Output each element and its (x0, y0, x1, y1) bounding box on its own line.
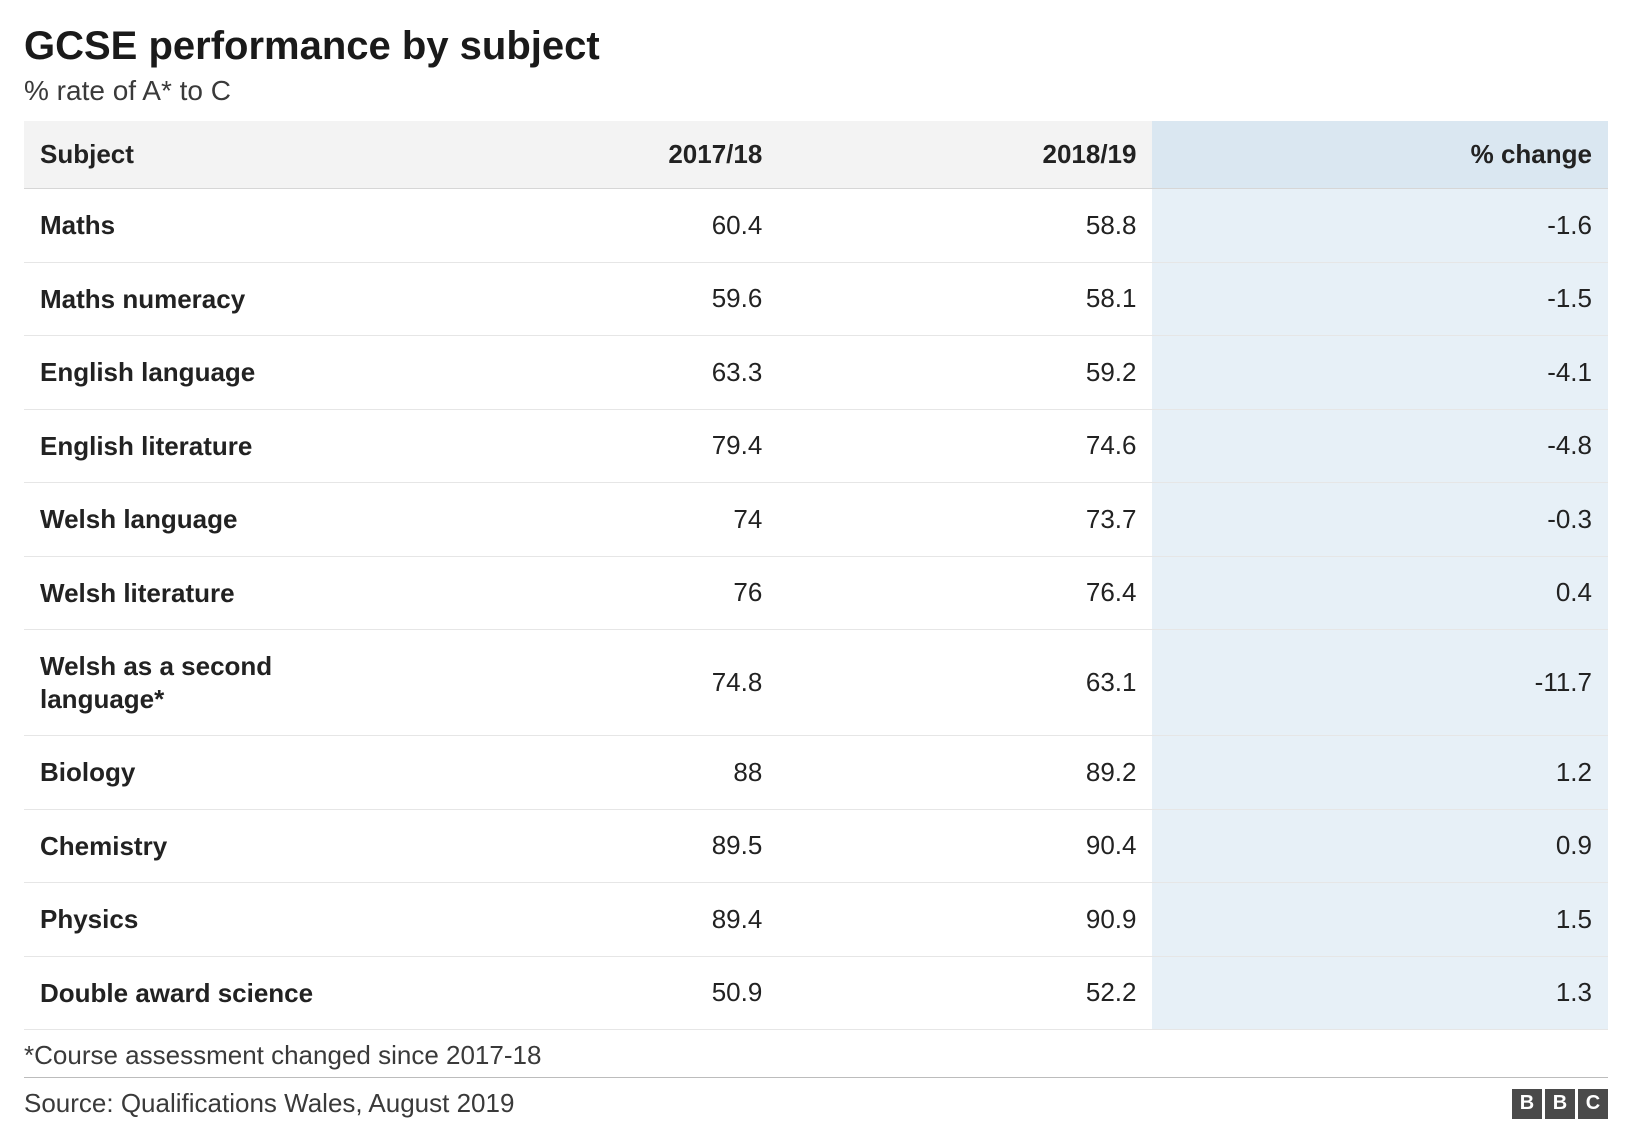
cell-subject: Biology (24, 736, 404, 810)
cell-change: 1.5 (1152, 883, 1608, 957)
page-title: GCSE performance by subject (24, 24, 1608, 69)
cell-change: 1.2 (1152, 736, 1608, 810)
table-row: Welsh literature 76 76.4 0.4 (24, 556, 1608, 630)
footnote: *Course assessment changed since 2017-18 (24, 1040, 1608, 1071)
cell-2017-18: 60.4 (404, 189, 778, 263)
cell-2017-18: 89.5 (404, 809, 778, 883)
cell-change: 0.4 (1152, 556, 1608, 630)
source-text: Source: Qualifications Wales, August 201… (24, 1088, 514, 1119)
table-row: Welsh language 74 73.7 -0.3 (24, 483, 1608, 557)
cell-2017-18: 89.4 (404, 883, 778, 957)
cell-subject: Welsh as a second language* (24, 630, 404, 736)
table-row: Biology 88 89.2 1.2 (24, 736, 1608, 810)
table-container: GCSE performance by subject % rate of A*… (24, 24, 1608, 1119)
bbc-logo: B B C (1512, 1089, 1608, 1119)
cell-subject: Welsh language (24, 483, 404, 557)
col-header-2018-19: 2018/19 (778, 121, 1152, 189)
cell-subject: Double award science (24, 956, 404, 1030)
cell-subject: Maths (24, 189, 404, 263)
cell-2018-19: 90.4 (778, 809, 1152, 883)
col-header-change: % change (1152, 121, 1608, 189)
footer: Source: Qualifications Wales, August 201… (24, 1077, 1608, 1119)
cell-change: -0.3 (1152, 483, 1608, 557)
cell-change: -11.7 (1152, 630, 1608, 736)
table-row: Chemistry 89.5 90.4 0.9 (24, 809, 1608, 883)
cell-subject: English literature (24, 409, 404, 483)
logo-block: B (1545, 1089, 1575, 1119)
cell-change: 1.3 (1152, 956, 1608, 1030)
cell-subject: Welsh literature (24, 556, 404, 630)
cell-2017-18: 88 (404, 736, 778, 810)
cell-2018-19: 59.2 (778, 336, 1152, 410)
cell-2017-18: 50.9 (404, 956, 778, 1030)
cell-subject: Physics (24, 883, 404, 957)
cell-change: -1.6 (1152, 189, 1608, 263)
table-row: Double award science 50.9 52.2 1.3 (24, 956, 1608, 1030)
page-subtitle: % rate of A* to C (24, 75, 1608, 107)
cell-subject: Chemistry (24, 809, 404, 883)
cell-2017-18: 76 (404, 556, 778, 630)
cell-2017-18: 74.8 (404, 630, 778, 736)
table-row: Welsh as a second language* 74.8 63.1 -1… (24, 630, 1608, 736)
cell-2018-19: 58.1 (778, 262, 1152, 336)
cell-2018-19: 89.2 (778, 736, 1152, 810)
cell-2018-19: 52.2 (778, 956, 1152, 1030)
cell-change: 0.9 (1152, 809, 1608, 883)
table-row: English language 63.3 59.2 -4.1 (24, 336, 1608, 410)
table-body: Maths 60.4 58.8 -1.6 Maths numeracy 59.6… (24, 189, 1608, 1030)
logo-block: C (1578, 1089, 1608, 1119)
performance-table: Subject 2017/18 2018/19 % change Maths 6… (24, 121, 1608, 1030)
cell-2018-19: 76.4 (778, 556, 1152, 630)
cell-2017-18: 63.3 (404, 336, 778, 410)
cell-2018-19: 90.9 (778, 883, 1152, 957)
cell-subject: Maths numeracy (24, 262, 404, 336)
cell-2018-19: 63.1 (778, 630, 1152, 736)
cell-change: -4.8 (1152, 409, 1608, 483)
table-header-row: Subject 2017/18 2018/19 % change (24, 121, 1608, 189)
table-row: Maths numeracy 59.6 58.1 -1.5 (24, 262, 1608, 336)
table-row: Physics 89.4 90.9 1.5 (24, 883, 1608, 957)
cell-2017-18: 74 (404, 483, 778, 557)
cell-change: -1.5 (1152, 262, 1608, 336)
table-row: English literature 79.4 74.6 -4.8 (24, 409, 1608, 483)
cell-subject: English language (24, 336, 404, 410)
col-header-subject: Subject (24, 121, 404, 189)
cell-2018-19: 58.8 (778, 189, 1152, 263)
cell-2018-19: 74.6 (778, 409, 1152, 483)
col-header-2017-18: 2017/18 (404, 121, 778, 189)
cell-2017-18: 79.4 (404, 409, 778, 483)
cell-2017-18: 59.6 (404, 262, 778, 336)
cell-change: -4.1 (1152, 336, 1608, 410)
table-row: Maths 60.4 58.8 -1.6 (24, 189, 1608, 263)
cell-2018-19: 73.7 (778, 483, 1152, 557)
logo-block: B (1512, 1089, 1542, 1119)
